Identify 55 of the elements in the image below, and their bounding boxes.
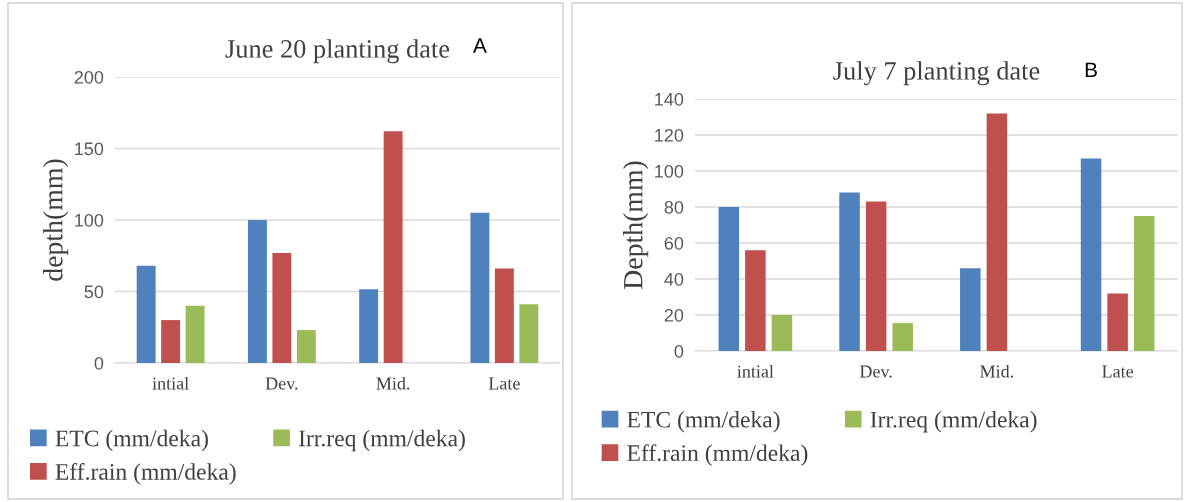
chart-title: June 20 planting date (225, 39, 450, 64)
bar (771, 315, 793, 351)
y-tick-label: 60 (664, 236, 684, 250)
bar (865, 201, 887, 351)
legend-label: Irr.req (mm/deka) (298, 429, 465, 452)
bar (1080, 158, 1102, 351)
bar (986, 113, 1008, 351)
bar (272, 252, 292, 363)
bar (494, 268, 514, 363)
bar (383, 131, 403, 363)
bar (1133, 216, 1155, 351)
y-tick-label: 140 (655, 92, 684, 106)
y-tick-label: 100 (75, 213, 104, 227)
x-tick-label: Mid. (980, 364, 1013, 378)
bar (839, 192, 860, 351)
chart-title: July 7 planting date (833, 61, 1040, 86)
bar (718, 207, 740, 351)
y-tick-label: 0 (674, 344, 684, 358)
bar (296, 330, 316, 363)
bar (892, 323, 913, 351)
x-tick-label: Late (488, 377, 520, 390)
y-tick-label: 80 (664, 200, 684, 214)
y-tick-label: 150 (75, 142, 104, 156)
legend-label: Eff.rain (mm/deka) (627, 444, 808, 466)
x-tick-label: Dev. (859, 365, 892, 378)
text: B (1085, 62, 1097, 78)
bar (359, 289, 379, 363)
bar (519, 304, 539, 363)
y-tick-label: 200 (74, 70, 104, 84)
legend-label: ETC (mm/deka) (627, 410, 780, 433)
y-tick-label: 100 (655, 164, 684, 178)
y-tick-label: 0 (94, 356, 104, 370)
y-tick-label: 20 (664, 308, 684, 322)
x-tick-label: intial (737, 364, 774, 378)
text: A (472, 38, 487, 53)
bar (470, 212, 490, 363)
y-tick-label: 120 (655, 128, 684, 142)
y-tick-label: 40 (664, 272, 684, 286)
legend-label: Eff.rain (mm/deka) (55, 463, 236, 485)
legend-label: Irr.req (mm/deka) (870, 410, 1037, 433)
bar (185, 305, 205, 363)
y-tick-label: 50 (84, 285, 104, 299)
legend-label: ETC (mm/deka) (55, 429, 208, 452)
x-tick-label: Late (1102, 365, 1134, 378)
bar (960, 268, 981, 351)
x-tick-label: intial (152, 376, 189, 390)
x-tick-label: Dev. (265, 377, 298, 390)
y-axis-title: depth(mm) (43, 159, 69, 281)
bar (161, 320, 181, 363)
bar (247, 220, 267, 363)
y-axis-title: Depth(mm) (623, 161, 649, 289)
bar (136, 265, 156, 363)
x-tick-label: Mid. (376, 376, 410, 390)
bar (1107, 293, 1128, 351)
bar (745, 250, 766, 351)
